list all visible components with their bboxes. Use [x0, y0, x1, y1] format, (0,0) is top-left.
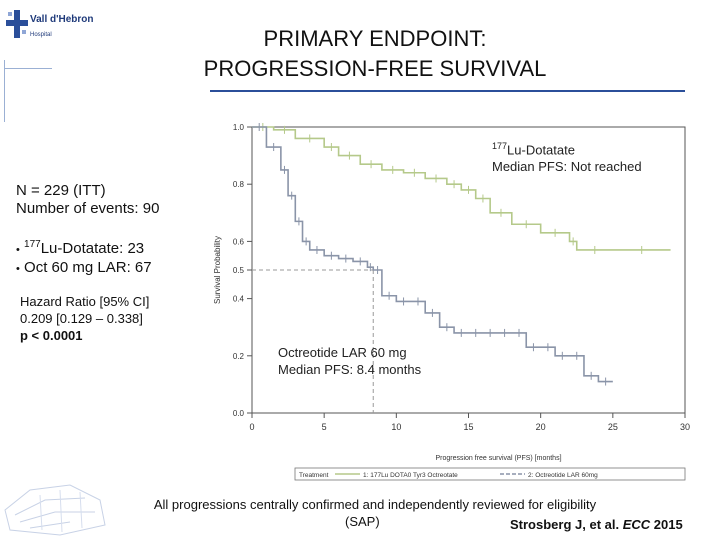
hazard-ratio-label: Hazard Ratio [95% CI] [20, 294, 150, 309]
y-axis-label: Survival Probability [213, 236, 222, 304]
citation-journal: ECC [622, 517, 651, 532]
building-sketch-icon [4, 484, 106, 536]
arm1-events: • 177Lu-Dotatate: 23 [16, 236, 144, 259]
citation-main: Strosberg J, et al. [510, 517, 623, 532]
y-tick-label: 0.5 [233, 266, 245, 275]
y-tick-label: 0.0 [233, 409, 245, 418]
hospital-logo-sub: Hospital [30, 32, 52, 38]
lu-arm-median: Median PFS: Not reached [492, 159, 642, 175]
oct-arm-median: Median PFS: 8.4 months [278, 362, 422, 377]
slide-title-line-1: PRIMARY ENDPOINT: [263, 26, 487, 51]
lu-arm-name: Lu-Dotatate [507, 142, 575, 158]
median-reference-lines [252, 269, 374, 413]
x-tick-label: 25 [608, 422, 618, 432]
citation-year: 2015 [650, 517, 683, 532]
legend-item-1: 1: 177Lu DOTA0 Tyr3 Octreotate [363, 472, 458, 479]
hospital-logo-icon [6, 10, 28, 38]
arm1-text: Lu-Dotatate: 23 [40, 240, 145, 257]
bullet: • [16, 263, 20, 275]
y-tick-label: 0.8 [233, 180, 245, 189]
chart-legend: Treatment 1: 177Lu DOTA0 Tyr3 Octreotate 2… [294, 467, 686, 481]
y-tick-label: 0.6 [233, 237, 245, 246]
title-underline [210, 90, 685, 92]
x-tick-label: 5 [322, 422, 327, 432]
chart-axes: 0 5 10 15 20 25 30 0.0 0.2 0.4 0.5 0.6 0.8 1.0 Progres… [213, 123, 690, 462]
legend-title: Treatment [299, 472, 329, 479]
hazard-ratio-ci: 0.209 [0.129 – 0.338] [20, 311, 143, 326]
kaplan-meier-chart: 0 5 10 15 20 25 30 0.0 0.2 0.4 0.5 0.6 0.8 1.0 Progres… [213, 123, 690, 481]
slide-title: PRIMARY ENDPOINT: PROGRESSION-FREE SURVI… [120, 24, 630, 84]
bullet: • [16, 244, 20, 256]
legend-item-2: 2: Octreotide LAR 60mg [528, 472, 598, 479]
events-line: Number of events: 90 [16, 200, 160, 217]
x-tick-label: 0 [249, 422, 254, 432]
survival-curve-1 [252, 126, 671, 251]
lu-superscript: 177 [492, 141, 508, 151]
x-tick-label: 10 [391, 422, 401, 432]
isotope-superscript: 177 [24, 239, 41, 250]
decorative-line [4, 68, 52, 69]
decorative-line [4, 60, 5, 122]
footer-line-2: (SAP) [345, 514, 380, 529]
p-value: p < 0.0001 [20, 328, 83, 343]
oct-arm-name: Octreotide LAR 60 mg [278, 345, 407, 360]
arm2-text: Oct 60 mg LAR: 67 [24, 259, 152, 276]
lu-arm-annotation: 177Lu-Dotatate Median PFS: Not reached [492, 138, 642, 175]
survival-curve-2 [252, 126, 613, 383]
x-tick-label: 15 [463, 422, 473, 432]
arm2-events: • Oct 60 mg LAR: 67 [16, 259, 152, 278]
n-itt-line: N = 229 (ITT) [16, 182, 106, 199]
hospital-logo-name: Vall d'Hebron [30, 14, 94, 25]
survival-curves [252, 123, 671, 386]
y-tick-label: 0.4 [233, 295, 245, 304]
slide-title-line-2: PROGRESSION-FREE SURVIVAL [203, 56, 547, 81]
y-tick-label: 1.0 [233, 123, 245, 132]
legend-box [294, 467, 686, 481]
footer-note: All progressions centrally confirmed and… [110, 496, 640, 530]
y-tick-label: 0.2 [233, 352, 245, 361]
x-tick-label: 20 [536, 422, 546, 432]
x-axis-label: Progression free survival (PFS) [months] [435, 455, 561, 462]
footer-line-1: All progressions centrally confirmed and… [153, 497, 597, 512]
x-tick-label: 30 [680, 422, 690, 432]
oct-arm-annotation: Octreotide LAR 60 mg Median PFS: 8.4 mon… [278, 344, 421, 378]
citation: Strosberg J, et al. ECC 2015 [510, 517, 683, 532]
